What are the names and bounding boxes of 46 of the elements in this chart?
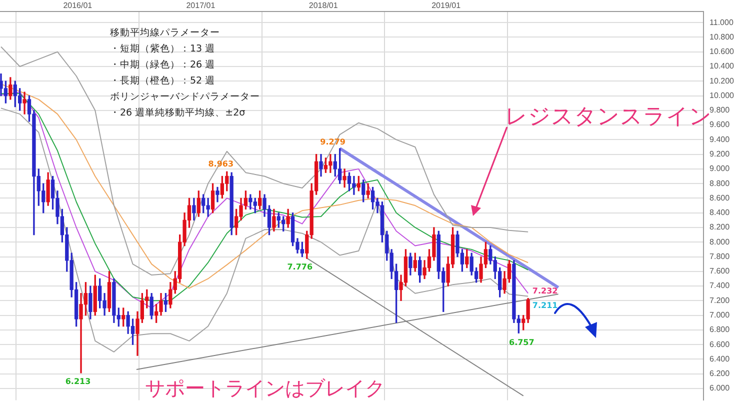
x-tick-label: 2016/01 (63, 1, 93, 10)
y-tick-label: 7.800 (710, 252, 730, 261)
x-tick-label: 2018/01 (308, 1, 338, 10)
annotation: ・短期（紫色）：13 週 (110, 42, 216, 54)
y-tick-label: 7.000 (710, 310, 730, 320)
y-tick-label: 9.600 (710, 120, 730, 130)
y-tick-label: 7.200 (710, 296, 730, 305)
y-tick-label: 9.000 (710, 164, 730, 174)
y-tick-label: 6.000 (710, 384, 730, 393)
y-tick-label: 8.200 (710, 222, 730, 232)
annotation: 9.279 (320, 138, 346, 147)
y-tick-label: 8.600 (710, 193, 730, 202)
annotation: 8.963 (208, 160, 234, 169)
annotation: 移動平均線パラメーター (110, 26, 220, 38)
y-tick-label: 10.800 (710, 32, 735, 42)
candlestick (342, 168, 346, 188)
y-tick-label: 6.200 (710, 369, 730, 378)
y-tick-label: 11.000 (710, 18, 734, 27)
annotation: 7.776 (287, 262, 313, 272)
y-tick-label: 9.200 (710, 150, 730, 159)
y-tick-label: 9.400 (710, 134, 730, 144)
y-tick-label: 10.200 (710, 76, 735, 86)
y-tick-label: 6.600 (710, 340, 730, 349)
annotation: 6.757 (509, 338, 534, 348)
x-tick-label: 2017/01 (186, 1, 216, 10)
y-tick-label: 7.600 (710, 266, 730, 276)
y-tick-label: 10.400 (710, 62, 735, 71)
y-tick-label: 8.400 (710, 208, 730, 218)
y-tick-label: 10.600 (710, 47, 735, 56)
annotation: ・中期（緑色）：26 週 (110, 58, 216, 70)
annotation: 7.211 (532, 300, 558, 310)
annotation: ボリンジャーバンドパラメーター (110, 91, 260, 102)
y-tick-label: 9.800 (710, 106, 730, 115)
annotation: ・26 週単純移動平均線、±2σ (110, 106, 246, 118)
x-tick-label: 2019/01 (432, 1, 462, 10)
annotation: 7.232 (532, 286, 558, 296)
annotation: ・長期（橙色）：52 週 (110, 74, 216, 86)
y-tick-label: 7.400 (710, 281, 730, 290)
y-tick-label: 6.400 (710, 354, 730, 364)
annotation: 6.213 (65, 376, 91, 386)
y-tick-label: 8.800 (710, 178, 730, 188)
y-tick-label: 6.800 (710, 325, 730, 334)
y-tick-label: 8.000 (710, 237, 730, 246)
y-tick-label: 10.000 (710, 90, 735, 100)
annotation: サポートラインはブレイク (145, 376, 385, 400)
candlestick (22, 92, 26, 114)
